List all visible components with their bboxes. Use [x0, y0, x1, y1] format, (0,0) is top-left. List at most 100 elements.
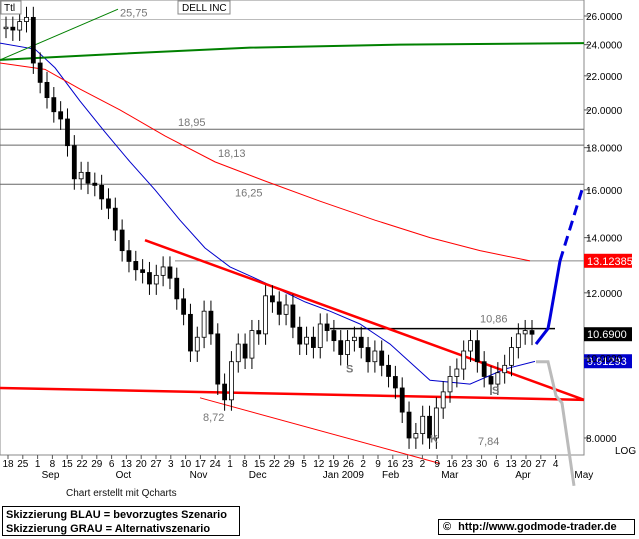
y-tick-label: 16.0000 — [586, 186, 623, 197]
source-box: © http://www.godmode-trader.de — [438, 519, 635, 535]
x-tick-label: 22 — [269, 459, 281, 470]
candle-body — [92, 182, 98, 186]
x-tick-label: 13 — [121, 459, 133, 470]
candle-body — [372, 350, 378, 363]
scenario-blue-path — [534, 260, 562, 345]
moving-average-line — [0, 62, 531, 262]
y-tick-label: 18.0000 — [586, 144, 623, 155]
x-month-label: May — [574, 470, 593, 481]
candle-body — [112, 207, 118, 231]
candle-body — [454, 368, 460, 377]
candle-body — [99, 184, 105, 200]
moving-average-line — [0, 42, 585, 61]
candle-body — [365, 347, 371, 363]
x-tick-label: 1 — [35, 459, 41, 470]
candle-body — [379, 350, 385, 366]
y-tick-label: 22.0000 — [586, 72, 623, 83]
candle-body — [17, 21, 23, 31]
ticker-tag: Ttl — [4, 3, 15, 14]
candle-body — [140, 269, 146, 273]
candle-body — [509, 347, 514, 366]
pattern-label: S — [492, 385, 499, 397]
x-tick-label: 23 — [402, 459, 414, 470]
candle-body — [440, 391, 446, 409]
pattern-label: S — [346, 364, 353, 376]
x-tick-label: 18 — [2, 459, 14, 470]
candle-body — [201, 310, 207, 338]
candle-body — [515, 333, 521, 348]
candle-body — [71, 145, 77, 180]
x-tick-label: 22 — [76, 459, 88, 470]
x-tick-label: 9 — [375, 459, 381, 470]
x-tick-label: 23 — [461, 459, 473, 470]
candle-body — [420, 415, 426, 434]
trend-line — [144, 239, 585, 402]
candle-body — [283, 304, 289, 315]
candle-body — [119, 229, 125, 252]
candle-body — [358, 336, 364, 348]
candle-body — [153, 274, 159, 285]
candle-body — [65, 118, 70, 147]
price-tag — [584, 327, 632, 342]
x-tick-label: 29 — [284, 459, 296, 470]
candle-body — [10, 26, 16, 31]
x-month-label: Oct — [116, 470, 132, 481]
candle-body — [3, 26, 9, 30]
candle-body — [276, 301, 282, 315]
candle-body — [311, 336, 316, 348]
level-label: 8,72 — [203, 412, 224, 424]
plot-area — [0, 0, 585, 456]
x-tick-label: 2 — [360, 459, 366, 470]
candle-body — [522, 330, 528, 335]
moving-average-line — [0, 42, 536, 385]
x-month-label: Dec — [249, 470, 267, 481]
candle-body — [160, 266, 166, 276]
candle-body — [529, 330, 535, 335]
candle-body — [502, 364, 508, 374]
candle-body — [345, 340, 350, 355]
candle-body — [331, 330, 337, 342]
log-scale-tag: LOG — [615, 446, 636, 457]
candle-body — [386, 364, 391, 377]
price-tag — [584, 354, 632, 369]
y-tick-label: 12.0000 — [586, 289, 623, 300]
x-tick-label: 16 — [387, 459, 399, 470]
candle-body — [324, 323, 330, 331]
level-label: 16,25 — [235, 187, 263, 199]
trend-line — [0, 8, 119, 61]
candle-body — [126, 250, 132, 262]
candle-body — [133, 261, 139, 271]
scenario-grey-path — [536, 360, 576, 487]
x-tick-label: 16 — [446, 459, 458, 470]
level-label: 25,75 — [120, 7, 148, 19]
x-tick-label: 20 — [136, 459, 148, 470]
trend-line — [0, 386, 585, 402]
candle-body — [461, 350, 467, 370]
candle-body — [399, 387, 405, 413]
legend-blue-text: Skizzierung BLAU = bevorzugtes Szenario — [6, 509, 227, 521]
candle-body — [297, 326, 303, 345]
chart-title: DELL INC — [182, 3, 227, 14]
candle-body — [263, 295, 268, 335]
candle-body — [413, 433, 419, 439]
candle-body — [351, 336, 357, 342]
candle-body — [174, 277, 180, 300]
x-tick-label: 13 — [506, 459, 518, 470]
y-tick-label: 8.0000 — [586, 434, 617, 445]
candle-body — [338, 340, 344, 355]
candle-body — [427, 415, 432, 439]
x-month-label: Sep — [42, 470, 60, 481]
copyright-icon: © — [443, 521, 452, 533]
chart-title-box — [177, 0, 231, 15]
scenario-blue-dashed — [558, 189, 584, 262]
x-tick-label: 6 — [494, 459, 500, 470]
candle-body — [406, 411, 412, 439]
x-tick-label: 15 — [254, 459, 266, 470]
candle-body — [194, 336, 200, 352]
candle-body — [51, 97, 57, 113]
x-tick-label: 30 — [476, 459, 488, 470]
x-tick-label: 8 — [242, 459, 248, 470]
source-link[interactable]: http://www.godmode-trader.de — [458, 521, 617, 533]
y-tick-label: 10.0000 — [586, 354, 623, 365]
